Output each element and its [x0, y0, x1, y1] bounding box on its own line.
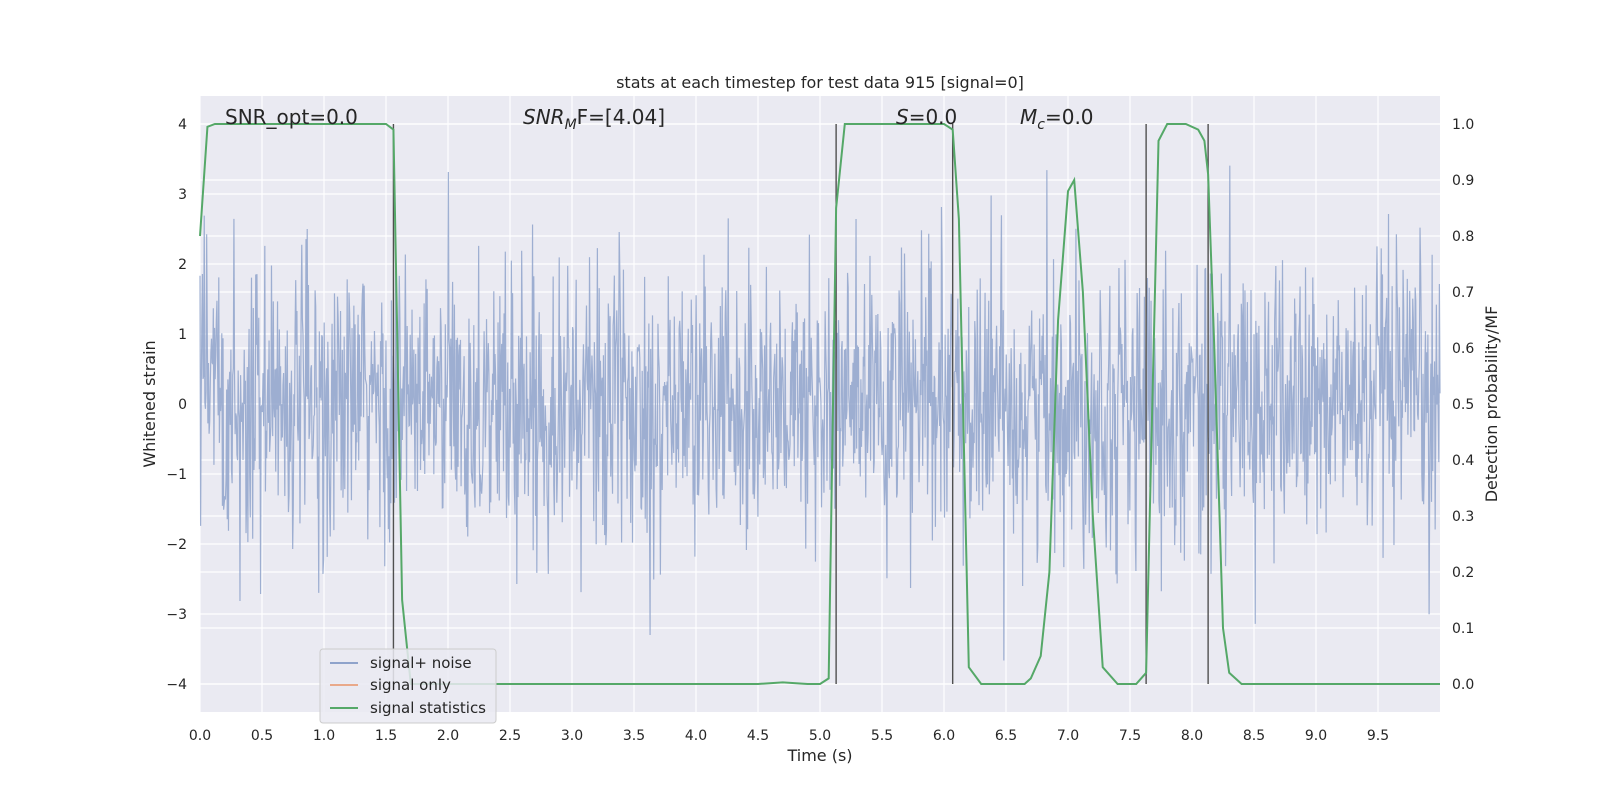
x-tick-label: 8.5 [1243, 728, 1265, 744]
annotation-snr-mf-rest: F=[4.04] [577, 105, 665, 129]
annotation-s: S=0.0 [896, 105, 957, 129]
y-left-tick-label: 3 [178, 187, 187, 203]
x-tick-label: 5.0 [809, 728, 831, 744]
x-tick-label: 7.0 [1057, 728, 1079, 744]
annotation-snr-mf-sub: M [565, 117, 577, 133]
legend-label-signal-only: signal only [370, 676, 451, 694]
legend-box [319, 648, 497, 724]
series-signal-noise [199, 165, 1441, 661]
y-right-tick-label: 0.1 [1452, 621, 1474, 637]
y-right-tick-label: 1.0 [1452, 117, 1474, 133]
y-right-tick-label: 0.2 [1452, 565, 1474, 581]
y-right-tick-labels: 1.0 0.9 0.8 0.7 0.6 0.5 0.4 0.3 0.2 0.1 0.0 [1452, 117, 1474, 693]
y-left-tick-label: 0 [178, 397, 187, 413]
annotation-mc-sub: c [1037, 117, 1045, 133]
x-tick-label: 4.0 [685, 728, 707, 744]
x-tick-label: 1.0 [313, 728, 335, 744]
y-right-tick-label: 0.9 [1452, 173, 1474, 189]
chart-title: stats at each timestep for test data 915… [616, 73, 1024, 92]
y-right-tick-label: 0.4 [1452, 453, 1474, 469]
x-tick-label: 3.5 [623, 728, 645, 744]
x-tick-label: 2.0 [437, 728, 459, 744]
y-left-tick-label: 2 [178, 257, 187, 273]
y-left-tick-label: −2 [166, 537, 187, 553]
annotation-s-rest: =0.0 [909, 105, 958, 129]
legend-label-signal-statistics: signal statistics [370, 699, 486, 717]
signal-noise-line [199, 165, 1441, 661]
x-tick-label: 3.0 [561, 728, 583, 744]
x-tick-label: 4.5 [747, 728, 769, 744]
y-left-tick-label: −3 [166, 607, 187, 623]
y-right-tick-label: 0.6 [1452, 341, 1474, 357]
y-right-tick-label: 0.8 [1452, 229, 1474, 245]
y-left-tick-label: −4 [166, 677, 187, 693]
annotation-mc: Mc=0.0 [1020, 105, 1094, 133]
annotation-snr-mf-main: SNR [523, 105, 565, 129]
y-right-tick-label: 0.5 [1452, 397, 1474, 413]
x-tick-label: 9.0 [1305, 728, 1327, 744]
y-right-axis-label: Detection probability/MF [1482, 306, 1501, 503]
y-right-tick-label: 0.7 [1452, 285, 1474, 301]
y-left-tick-label: −1 [166, 467, 187, 483]
x-tick-label: 9.5 [1367, 728, 1389, 744]
x-tick-labels: 0.0 0.5 1.0 1.5 2.0 2.5 3.0 3.5 4.0 4.5 5.0 5.5 6.0 6… [189, 728, 1389, 744]
y-right-tick-label: 0.0 [1452, 677, 1474, 693]
x-tick-label: 1.5 [375, 728, 397, 744]
x-tick-label: 5.5 [871, 728, 893, 744]
x-tick-label: 7.5 [1119, 728, 1141, 744]
x-tick-label: 0.5 [251, 728, 273, 744]
y-left-tick-label: 1 [178, 327, 187, 343]
x-tick-label: 0.0 [189, 728, 211, 744]
x-tick-label: 2.5 [499, 728, 521, 744]
annotation-snr-mf: SNRMF=[4.04] [523, 105, 665, 133]
x-tick-label: 8.0 [1181, 728, 1203, 744]
y-left-axis-label: Whitened strain [140, 340, 159, 467]
x-tick-label: 6.0 [933, 728, 955, 744]
y-right-tick-label: 0.3 [1452, 509, 1474, 525]
annotation-mc-main: M [1020, 105, 1037, 129]
y-left-tick-labels: 4 3 2 1 0 −1 −2 −3 −4 [166, 117, 187, 693]
annotation-s-main: S [896, 105, 909, 129]
legend: signal+ noise signal only signal statist… [319, 648, 497, 724]
legend-label-signal-noise: signal+ noise [370, 654, 472, 672]
annotation-mc-rest: =0.0 [1045, 105, 1094, 129]
x-axis-label: Time (s) [786, 746, 852, 765]
x-tick-label: 6.5 [995, 728, 1017, 744]
annotation-snr-opt: SNR_opt=0.0 [225, 105, 358, 129]
y-left-tick-label: 4 [178, 117, 187, 133]
